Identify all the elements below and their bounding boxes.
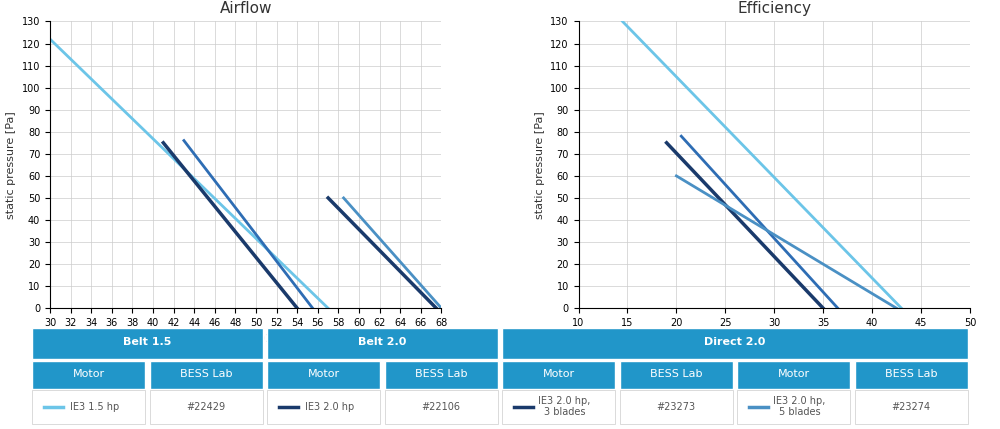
FancyBboxPatch shape — [502, 360, 615, 389]
FancyBboxPatch shape — [267, 390, 380, 424]
FancyBboxPatch shape — [385, 360, 498, 389]
Text: Motor: Motor — [73, 369, 105, 379]
Text: #23274: #23274 — [892, 402, 931, 411]
X-axis label: airflow [x 1000 m³/h]: airflow [x 1000 m³/h] — [187, 333, 305, 344]
Text: #22429: #22429 — [187, 402, 226, 411]
Title: Airflow: Airflow — [219, 1, 272, 16]
FancyBboxPatch shape — [385, 390, 498, 424]
FancyBboxPatch shape — [32, 328, 263, 359]
FancyBboxPatch shape — [620, 390, 733, 424]
Text: #22106: #22106 — [422, 402, 461, 411]
FancyBboxPatch shape — [855, 360, 968, 389]
Text: IE3 2.0 hp,
3 blades: IE3 2.0 hp, 3 blades — [538, 396, 591, 417]
Text: IE3 2.0 hp,
5 blades: IE3 2.0 hp, 5 blades — [773, 396, 826, 417]
FancyBboxPatch shape — [32, 360, 145, 389]
Text: Motor: Motor — [778, 369, 810, 379]
FancyBboxPatch shape — [502, 390, 615, 424]
Text: Belt 2.0: Belt 2.0 — [358, 338, 407, 347]
Text: Motor: Motor — [543, 369, 575, 379]
Text: IE3 2.0 hp: IE3 2.0 hp — [305, 402, 354, 411]
Title: Efficiency: Efficiency — [737, 1, 811, 16]
FancyBboxPatch shape — [855, 390, 968, 424]
Text: #23273: #23273 — [657, 402, 696, 411]
X-axis label: specific performance [(m³/h)/W]: specific performance [(m³/h)/W] — [685, 333, 864, 344]
FancyBboxPatch shape — [267, 328, 498, 359]
FancyBboxPatch shape — [737, 360, 850, 389]
Text: Belt 1.5: Belt 1.5 — [123, 338, 172, 347]
Text: BESS Lab: BESS Lab — [650, 369, 702, 379]
FancyBboxPatch shape — [737, 390, 850, 424]
Text: IE3 1.5 hp: IE3 1.5 hp — [70, 402, 119, 411]
FancyBboxPatch shape — [150, 390, 263, 424]
Y-axis label: static pressure [Pa]: static pressure [Pa] — [6, 111, 16, 219]
FancyBboxPatch shape — [502, 328, 968, 359]
Text: Direct 2.0: Direct 2.0 — [704, 338, 766, 347]
Text: BESS Lab: BESS Lab — [180, 369, 232, 379]
FancyBboxPatch shape — [150, 360, 263, 389]
FancyBboxPatch shape — [32, 390, 145, 424]
Text: BESS Lab: BESS Lab — [885, 369, 938, 379]
Y-axis label: static pressure [Pa]: static pressure [Pa] — [535, 111, 545, 219]
Text: BESS Lab: BESS Lab — [415, 369, 468, 379]
Text: Motor: Motor — [308, 369, 340, 379]
FancyBboxPatch shape — [267, 360, 380, 389]
FancyBboxPatch shape — [620, 360, 733, 389]
